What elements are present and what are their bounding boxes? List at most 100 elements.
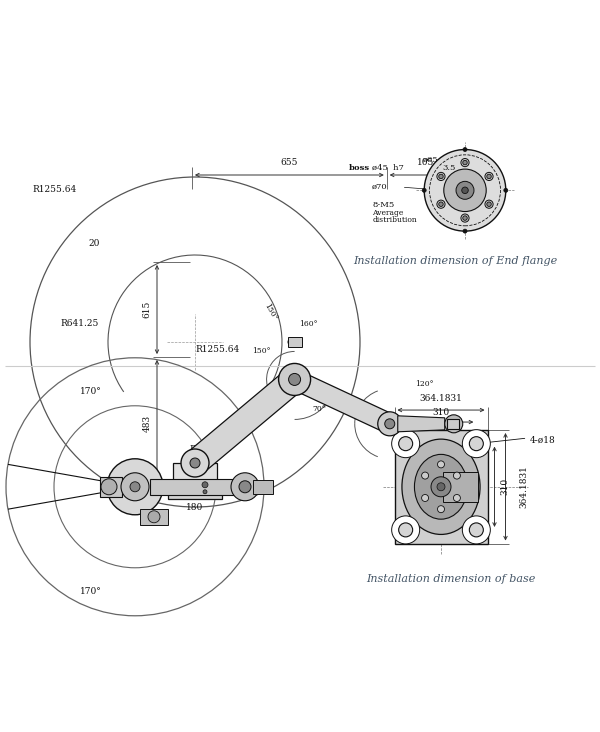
Text: 120°: 120° [415, 380, 433, 388]
Polygon shape [187, 370, 303, 473]
Circle shape [424, 149, 506, 231]
Circle shape [392, 430, 419, 458]
Text: 364.1831: 364.1831 [519, 466, 528, 508]
Circle shape [130, 482, 140, 492]
Text: 70°: 70° [313, 406, 326, 414]
Circle shape [107, 459, 163, 515]
Circle shape [485, 200, 493, 209]
Circle shape [485, 172, 493, 181]
Circle shape [439, 174, 443, 179]
Circle shape [398, 437, 413, 451]
Circle shape [454, 472, 460, 479]
Text: R641.25: R641.25 [190, 445, 228, 454]
Circle shape [463, 430, 490, 458]
Circle shape [463, 160, 467, 165]
Circle shape [444, 169, 486, 212]
Circle shape [431, 477, 451, 497]
Circle shape [422, 495, 428, 501]
Circle shape [231, 473, 259, 501]
Circle shape [437, 200, 445, 209]
Bar [253, 479, 273, 494]
Circle shape [437, 461, 445, 468]
Ellipse shape [402, 439, 480, 534]
Circle shape [487, 202, 491, 206]
Polygon shape [290, 370, 394, 433]
Text: 120°: 120° [420, 449, 438, 458]
Text: 20: 20 [88, 239, 100, 247]
Text: ø45  h7: ø45 h7 [372, 164, 404, 172]
Text: R1255.64: R1255.64 [195, 345, 239, 354]
Text: ø70: ø70 [372, 182, 388, 190]
Text: ø65: ø65 [423, 156, 439, 164]
Ellipse shape [415, 455, 467, 519]
Bar [173, 463, 217, 493]
Text: boss: boss [349, 164, 370, 172]
Circle shape [461, 159, 469, 167]
Text: 170°: 170° [80, 387, 102, 396]
Circle shape [504, 188, 508, 193]
Bar [288, 337, 302, 347]
Bar [150, 479, 245, 495]
Text: 310: 310 [433, 408, 449, 417]
Text: 364.1831: 364.1831 [419, 394, 463, 403]
Circle shape [445, 415, 463, 433]
Circle shape [422, 188, 426, 193]
Circle shape [289, 373, 301, 386]
Text: 483: 483 [143, 414, 151, 432]
Text: Installation dimension of End flange: Installation dimension of End flange [353, 256, 557, 266]
Text: 4-ø18: 4-ø18 [530, 436, 555, 444]
Bar [100, 477, 122, 497]
Text: 160°: 160° [299, 321, 318, 329]
Text: 8-M5: 8-M5 [372, 201, 394, 209]
Circle shape [456, 182, 474, 199]
Text: 170°: 170° [80, 587, 102, 597]
Circle shape [181, 449, 209, 477]
Circle shape [487, 174, 491, 179]
Circle shape [461, 214, 469, 222]
Bar [443, 472, 478, 501]
Circle shape [463, 516, 490, 544]
Bar [140, 509, 168, 525]
Circle shape [463, 216, 467, 220]
Circle shape [202, 482, 208, 488]
Bar [395, 430, 487, 543]
Circle shape [437, 483, 445, 490]
Text: 150°: 150° [253, 348, 271, 356]
Circle shape [288, 338, 296, 346]
Circle shape [463, 229, 467, 233]
Text: Average: Average [372, 209, 404, 217]
Circle shape [101, 479, 117, 495]
Circle shape [392, 516, 419, 544]
Circle shape [239, 481, 251, 493]
Circle shape [203, 490, 207, 494]
Circle shape [463, 148, 467, 152]
Bar [168, 493, 222, 499]
Circle shape [385, 419, 395, 429]
Circle shape [437, 506, 445, 512]
Text: 3.5: 3.5 [442, 164, 455, 172]
Text: distribution: distribution [372, 216, 417, 224]
Circle shape [121, 473, 149, 501]
Circle shape [278, 363, 311, 395]
Circle shape [469, 523, 484, 537]
Circle shape [190, 458, 200, 468]
Text: 105: 105 [416, 158, 434, 167]
Bar [447, 419, 459, 429]
Text: 310: 310 [500, 478, 509, 496]
Circle shape [422, 472, 428, 479]
Text: R641.25: R641.25 [60, 319, 98, 329]
Text: 180: 180 [187, 503, 203, 512]
Circle shape [469, 437, 484, 451]
Circle shape [454, 495, 460, 501]
Circle shape [148, 511, 160, 523]
Circle shape [398, 523, 413, 537]
Circle shape [439, 202, 443, 206]
Circle shape [378, 412, 402, 436]
Polygon shape [398, 416, 445, 432]
Text: 615: 615 [143, 301, 151, 318]
Circle shape [437, 172, 445, 181]
Text: 150°: 150° [262, 302, 278, 322]
Text: Installation dimension of base: Installation dimension of base [367, 573, 536, 583]
Circle shape [462, 187, 468, 193]
Text: R1255.64: R1255.64 [32, 184, 76, 193]
